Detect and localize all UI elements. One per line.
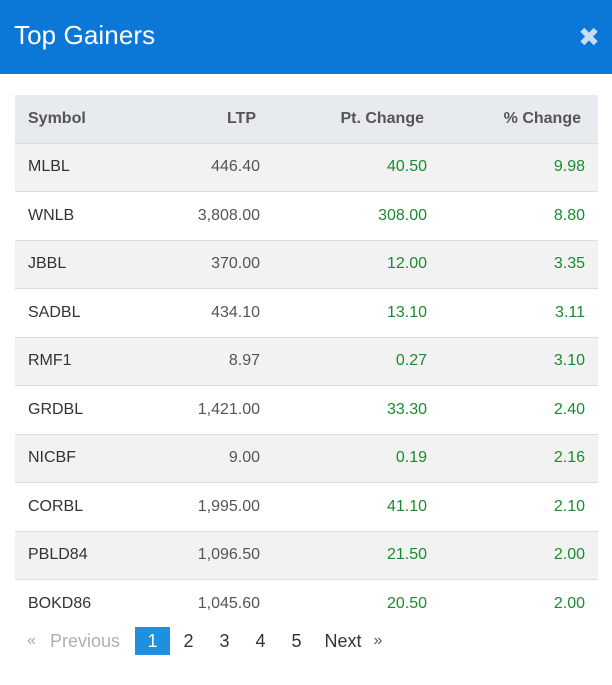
ltp-cell: 434.10 [211,303,260,321]
gainers-table-container: Symbol LTP Pt. Change % Change MLBL 446.… [15,95,598,628]
pct-change-cell: 2.00 [553,546,585,564]
pt-change-cell: 12.00 [386,255,427,273]
table-row: RMF1 8.97 0.27 3.10 [15,337,598,386]
ltp-cell: 3,808.00 [197,206,260,224]
table-header-row: Symbol LTP Pt. Change % Change [15,95,598,143]
symbol-cell[interactable]: JBBL [28,255,67,273]
table-row: WNLB 3,808.00 308.00 8.80 [15,191,598,240]
table-row: BOKD86 1,045.60 20.50 2.00 [15,579,598,628]
symbol-cell[interactable]: MLBL [28,158,70,176]
pct-change-cell: 2.10 [553,497,585,515]
pt-change-cell: 0.19 [395,449,427,467]
pct-change-cell: 8.80 [553,206,585,224]
table-row: SADBL 434.10 13.10 3.11 [15,288,598,337]
dialog-header: Top Gainers ✖ [0,0,612,74]
ltp-cell: 9.00 [228,449,260,467]
table-row: MLBL 446.40 40.50 9.98 [15,143,598,192]
symbol-cell[interactable]: CORBL [28,497,84,515]
pt-change-cell: 41.10 [386,497,427,515]
ltp-cell: 1,045.60 [197,595,260,612]
page-button-1[interactable]: 1 [135,627,170,655]
close-icon[interactable]: ✖ [578,22,600,52]
pct-change-cell: 2.00 [553,595,585,612]
column-header-symbol[interactable]: Symbol [28,109,86,127]
pct-change-cell: 9.98 [553,158,585,176]
page-button-4[interactable]: 4 [255,631,266,651]
ltp-cell: 1,421.00 [197,400,260,418]
pct-change-cell: 2.16 [553,449,585,467]
pct-change-cell: 3.35 [553,255,585,273]
page-button-5[interactable]: 5 [291,631,302,651]
table-row: JBBL 370.00 12.00 3.35 [15,240,598,289]
symbol-cell[interactable]: GRDBL [28,400,84,418]
gainers-table: Symbol LTP Pt. Change % Change MLBL 446.… [15,95,598,628]
symbol-cell[interactable]: RMF1 [28,352,72,370]
next-page-button[interactable]: Next [324,631,362,651]
next-arrow-icon[interactable]: » [373,632,383,649]
pct-change-cell: 3.10 [553,352,585,370]
previous-page-button: Previous [50,631,121,651]
pt-change-cell: 21.50 [386,546,427,564]
symbol-cell[interactable]: SADBL [28,303,81,321]
pt-change-cell: 0.27 [395,352,427,370]
column-header-ltp[interactable]: LTP [226,109,256,127]
table-body: MLBL 446.40 40.50 9.98 WNLB 3,808.00 308… [15,143,598,628]
ltp-cell: 370.00 [211,255,260,273]
symbol-cell[interactable]: PBLD84 [28,546,88,564]
symbol-cell[interactable]: WNLB [28,206,75,224]
table-row: GRDBL 1,421.00 33.30 2.40 [15,385,598,434]
symbol-cell[interactable]: NICBF [28,449,76,467]
pt-change-cell: 308.00 [378,206,427,224]
pagination: « Previous 1 2 3 4 5 Next » [15,627,388,655]
table-row: CORBL 1,995.00 41.10 2.10 [15,482,598,531]
pt-change-cell: 20.50 [386,595,427,612]
pt-change-cell: 13.10 [386,303,427,321]
pt-change-cell: 33.30 [386,400,427,418]
page-button-3[interactable]: 3 [219,631,230,651]
ltp-cell: 8.97 [228,352,260,370]
pt-change-cell: 40.50 [386,158,427,176]
ltp-cell: 1,995.00 [197,497,260,515]
column-header-pt-change[interactable]: Pt. Change [340,109,424,127]
table-row: NICBF 9.00 0.19 2.16 [15,434,598,483]
page-button-2[interactable]: 2 [183,631,194,651]
table-header: Symbol LTP Pt. Change % Change [15,95,598,143]
ltp-cell: 446.40 [211,158,260,176]
previous-arrow-icon: « [27,632,36,649]
symbol-cell[interactable]: BOKD86 [28,595,92,612]
table-row: PBLD84 1,096.50 21.50 2.00 [15,531,598,580]
column-header-pct-change[interactable]: % Change [503,109,581,127]
pct-change-cell: 3.11 [555,303,585,321]
pct-change-cell: 2.40 [553,400,585,418]
ltp-cell: 1,096.50 [197,546,260,564]
dialog-title: Top Gainers [14,20,156,50]
